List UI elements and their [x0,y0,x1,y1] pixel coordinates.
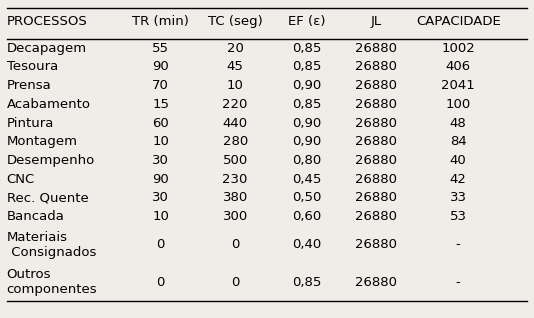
Text: 2041: 2041 [442,79,475,92]
Text: 10: 10 [227,79,244,92]
Text: 26880: 26880 [355,210,397,223]
Text: 26880: 26880 [355,98,397,111]
Text: 20: 20 [227,42,244,55]
Text: 500: 500 [223,154,248,167]
Text: -: - [456,276,461,289]
Text: 26880: 26880 [355,60,397,73]
Text: 15: 15 [152,98,169,111]
Text: Materiais
 Consignados: Materiais Consignados [7,231,96,259]
Text: Rec. Quente: Rec. Quente [7,191,89,204]
Text: 26880: 26880 [355,276,397,289]
Text: 45: 45 [227,60,244,73]
Text: Outros
componentes: Outros componentes [7,268,97,296]
Text: CNC: CNC [7,173,35,186]
Text: Tesoura: Tesoura [7,60,58,73]
Text: 30: 30 [152,191,169,204]
Text: 90: 90 [152,173,169,186]
Text: 280: 280 [223,135,248,148]
Text: 406: 406 [446,60,471,73]
Text: 0: 0 [156,276,165,289]
Text: 33: 33 [450,191,467,204]
Text: 55: 55 [152,42,169,55]
Text: 60: 60 [152,117,169,130]
Text: 26880: 26880 [355,173,397,186]
Text: 10: 10 [152,135,169,148]
Text: 40: 40 [450,154,467,167]
Text: 300: 300 [223,210,248,223]
Text: PROCESSOS: PROCESSOS [7,15,88,28]
Text: Desempenho: Desempenho [7,154,95,167]
Text: 0,80: 0,80 [292,154,321,167]
Text: 0,90: 0,90 [292,117,321,130]
Text: 0: 0 [231,238,239,251]
Text: Montagem: Montagem [7,135,78,148]
Text: 1002: 1002 [442,42,475,55]
Text: 26880: 26880 [355,79,397,92]
Text: 26880: 26880 [355,191,397,204]
Text: 230: 230 [223,173,248,186]
Text: 0,90: 0,90 [292,135,321,148]
Text: JL: JL [371,15,381,28]
Text: Bancada: Bancada [7,210,65,223]
Text: CAPACIDADE: CAPACIDADE [416,15,500,28]
Text: Prensa: Prensa [7,79,51,92]
Text: 0: 0 [231,276,239,289]
Text: 90: 90 [152,60,169,73]
Text: TR (min): TR (min) [132,15,189,28]
Text: 380: 380 [223,191,248,204]
Text: 0,90: 0,90 [292,79,321,92]
Text: 0,85: 0,85 [292,60,321,73]
Text: 26880: 26880 [355,135,397,148]
Text: 26880: 26880 [355,117,397,130]
Text: 26880: 26880 [355,42,397,55]
Text: EF (ε): EF (ε) [288,15,326,28]
Text: 84: 84 [450,135,467,148]
Text: 0,85: 0,85 [292,98,321,111]
Text: -: - [456,238,461,251]
Text: 100: 100 [445,98,471,111]
Text: Pintura: Pintura [7,117,54,130]
Text: 0,85: 0,85 [292,276,321,289]
Text: 0,40: 0,40 [292,238,321,251]
Text: 26880: 26880 [355,238,397,251]
Text: TC (seg): TC (seg) [208,15,263,28]
Text: 10: 10 [152,210,169,223]
Text: 0,50: 0,50 [292,191,321,204]
Text: 440: 440 [223,117,248,130]
Text: 0: 0 [156,238,165,251]
Text: 30: 30 [152,154,169,167]
Text: Decapagem: Decapagem [7,42,87,55]
Text: 26880: 26880 [355,154,397,167]
Text: 48: 48 [450,117,467,130]
Text: 0,45: 0,45 [292,173,321,186]
Text: 220: 220 [223,98,248,111]
Text: 53: 53 [450,210,467,223]
Text: 0,60: 0,60 [292,210,321,223]
Text: Acabamento: Acabamento [7,98,91,111]
Text: 0,85: 0,85 [292,42,321,55]
Text: 42: 42 [450,173,467,186]
Text: 70: 70 [152,79,169,92]
